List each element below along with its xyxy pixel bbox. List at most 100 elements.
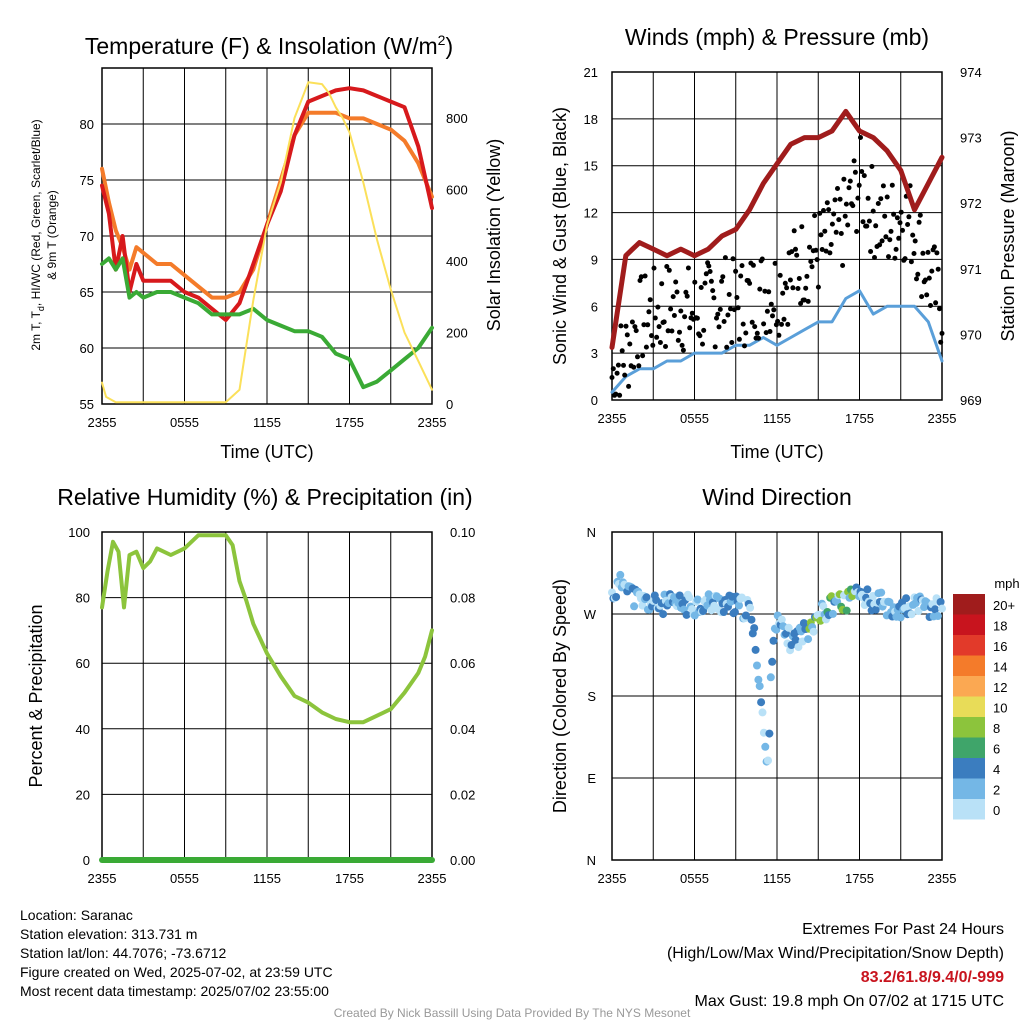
y-tick-label: 3: [591, 346, 598, 361]
legend-swatch: [953, 594, 985, 615]
gust-point: [768, 301, 774, 307]
gust-point: [655, 304, 661, 310]
direction-point: [682, 610, 691, 619]
gust-point: [795, 286, 801, 291]
gust-point: [729, 340, 735, 345]
gust-point: [656, 324, 662, 330]
y2-tick-label: 971: [960, 262, 982, 277]
gust-point: [793, 246, 798, 252]
gust-point: [814, 257, 820, 263]
y2-tick-label: 400: [446, 254, 468, 269]
gust-point: [638, 274, 644, 280]
legend-swatch: [953, 778, 985, 799]
gust-point: [837, 196, 843, 202]
gust-point: [864, 223, 870, 229]
gust-point: [912, 238, 918, 244]
direction-point: [685, 593, 694, 602]
gust-point: [701, 327, 707, 333]
direction-point: [764, 756, 772, 765]
direction-point: [933, 612, 942, 620]
humidity-panel: 2355 0555 1155 1755 2355 0 0.00 20 0.02 40 0.04 60 0…: [26, 484, 475, 886]
legend-swatch: [953, 799, 985, 820]
gust-point: [657, 340, 663, 345]
gust-point: [809, 264, 815, 270]
x-tick-label: 1155: [763, 411, 791, 426]
y-tick-label: 15: [584, 159, 598, 174]
legend-swatch: [953, 635, 985, 656]
y2-tick-label: 972: [960, 196, 982, 211]
gust-point: [646, 309, 652, 315]
gust-point: [878, 196, 884, 202]
y-tick-label: 21: [584, 65, 598, 80]
x-tick-label: 1755: [845, 411, 874, 426]
gust-point: [636, 363, 642, 369]
x-tick-label: 1755: [845, 871, 874, 886]
y-tick-label: 6: [591, 299, 598, 314]
gust-point: [782, 280, 788, 286]
gust-point: [804, 273, 810, 279]
direction-point: [741, 611, 750, 620]
gust-point: [824, 200, 830, 206]
y-tick-label: E: [587, 771, 596, 786]
y2-tick-label: 970: [960, 327, 982, 342]
gust-point: [933, 300, 939, 306]
gust-point: [679, 342, 685, 348]
gust-point: [886, 254, 891, 260]
gust-point: [762, 288, 768, 294]
extremes-heading: Extremes For Past 24 Hours: [802, 921, 1004, 938]
y-tick-label: S: [587, 689, 596, 704]
direction-point: [746, 603, 755, 612]
gust-point: [807, 244, 812, 250]
series-dew: [100, 256, 434, 390]
gust-point: [624, 332, 630, 338]
x-tick-label: 1155: [253, 415, 281, 430]
extremes-subheading: (High/Low/Max Wind/Precipitation/Snow De…: [666, 945, 1004, 962]
direction-point: [675, 591, 684, 600]
y2-tick-label: 0.10: [450, 525, 475, 540]
gust-point: [647, 297, 653, 303]
gust-point: [677, 329, 682, 335]
direction-point: [638, 601, 647, 610]
gust-point: [898, 209, 904, 215]
y2-tick-label: 0.08: [450, 591, 475, 606]
gust-point: [706, 263, 712, 269]
legend-label: 16: [993, 639, 1007, 654]
gust-point: [617, 392, 623, 398]
x-tick-label: 0555: [680, 411, 709, 426]
y2-tick-label: 600: [446, 183, 468, 198]
gust-point: [650, 342, 656, 348]
gust-point: [826, 207, 832, 213]
gust-point: [894, 215, 900, 221]
gust-point: [730, 256, 736, 262]
direction-point: [766, 673, 775, 682]
gust-point: [799, 224, 805, 230]
direction-point: [761, 742, 770, 751]
gust-point: [694, 315, 700, 321]
gust-point: [841, 176, 847, 182]
legend-title: mph: [994, 576, 1019, 591]
gust-point: [663, 344, 668, 349]
gust-point: [767, 329, 773, 334]
gust-point: [682, 314, 688, 320]
gust-point: [619, 348, 625, 354]
direction-point: [735, 601, 743, 610]
x-tick-label: 2355: [598, 871, 627, 886]
y2-tick-label: 973: [960, 131, 982, 146]
direction-point: [791, 635, 800, 644]
gust-point: [749, 319, 755, 325]
y2-axis-label: Station Pressure (Maroon): [998, 130, 1018, 341]
gust-point: [609, 375, 615, 380]
gust-point: [796, 276, 802, 281]
y-tick-label: 60: [76, 656, 90, 671]
gust-point: [855, 195, 861, 201]
y-axis-label: Direction (Colored By Speed): [550, 579, 570, 813]
gust-point: [935, 266, 941, 272]
gust-point: [926, 275, 932, 281]
gust-point: [775, 318, 781, 324]
x-tick-label: 1755: [335, 871, 364, 886]
x-tick-label: 2355: [418, 871, 447, 886]
gust-point: [836, 217, 842, 223]
direction-point: [804, 635, 813, 644]
gust-point: [771, 307, 777, 313]
gust-point: [714, 315, 719, 321]
